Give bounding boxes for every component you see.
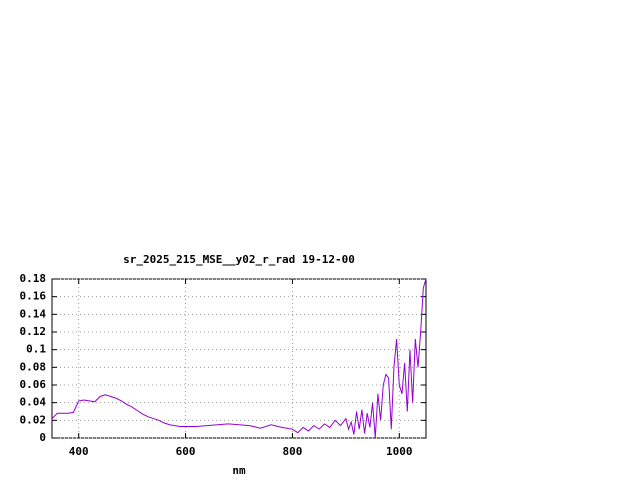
x-tick-label: 800 [282, 445, 302, 458]
x-tick-label: 1000 [386, 445, 413, 458]
chart-title: sr_2025_215_MSE__y02_r_rad 19-12-00 [123, 253, 355, 266]
y-tick-label: 0.02 [20, 413, 47, 426]
data-line [51, 278, 427, 439]
y-tick-label: 0.1 [26, 343, 46, 356]
plot-frame [51, 278, 427, 439]
x-axis-label: nm [232, 464, 246, 477]
y-tick-label: 0.18 [20, 272, 47, 285]
y-tick-label: 0.08 [20, 360, 47, 373]
y-tick-label: 0.14 [20, 307, 47, 320]
x-tick-label: 600 [176, 445, 196, 458]
x-tick-label: 400 [69, 445, 89, 458]
y-tick-label: 0.12 [20, 325, 47, 338]
y-tick-label: 0.16 [20, 290, 47, 303]
y-tick-label: 0 [39, 431, 46, 444]
y-tick-label: 0.06 [20, 378, 47, 391]
y-tick-label: 0.04 [20, 396, 47, 409]
